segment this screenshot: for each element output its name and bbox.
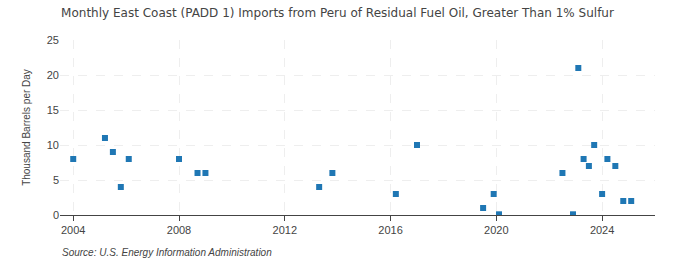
svg-text:25: 25 bbox=[47, 34, 59, 46]
svg-text:Source: U.S. Energy Informatio: Source: U.S. Energy Information Administ… bbox=[62, 247, 272, 258]
svg-text:5: 5 bbox=[53, 174, 59, 186]
svg-text:2016: 2016 bbox=[378, 224, 402, 236]
svg-text:0: 0 bbox=[53, 209, 59, 221]
svg-text:2012: 2012 bbox=[273, 224, 297, 236]
svg-text:2004: 2004 bbox=[61, 224, 85, 236]
svg-text:Thousand Barrels per Day: Thousand Barrels per Day bbox=[21, 69, 32, 186]
svg-text:2020: 2020 bbox=[484, 224, 508, 236]
svg-text:10: 10 bbox=[47, 139, 59, 151]
svg-text:15: 15 bbox=[47, 104, 59, 116]
svg-text:2024: 2024 bbox=[590, 224, 614, 236]
svg-text:2008: 2008 bbox=[167, 224, 191, 236]
svg-text:20: 20 bbox=[47, 69, 59, 81]
svg-text:Monthly East Coast (PADD 1) Im: Monthly East Coast (PADD 1) Imports from… bbox=[61, 6, 614, 20]
